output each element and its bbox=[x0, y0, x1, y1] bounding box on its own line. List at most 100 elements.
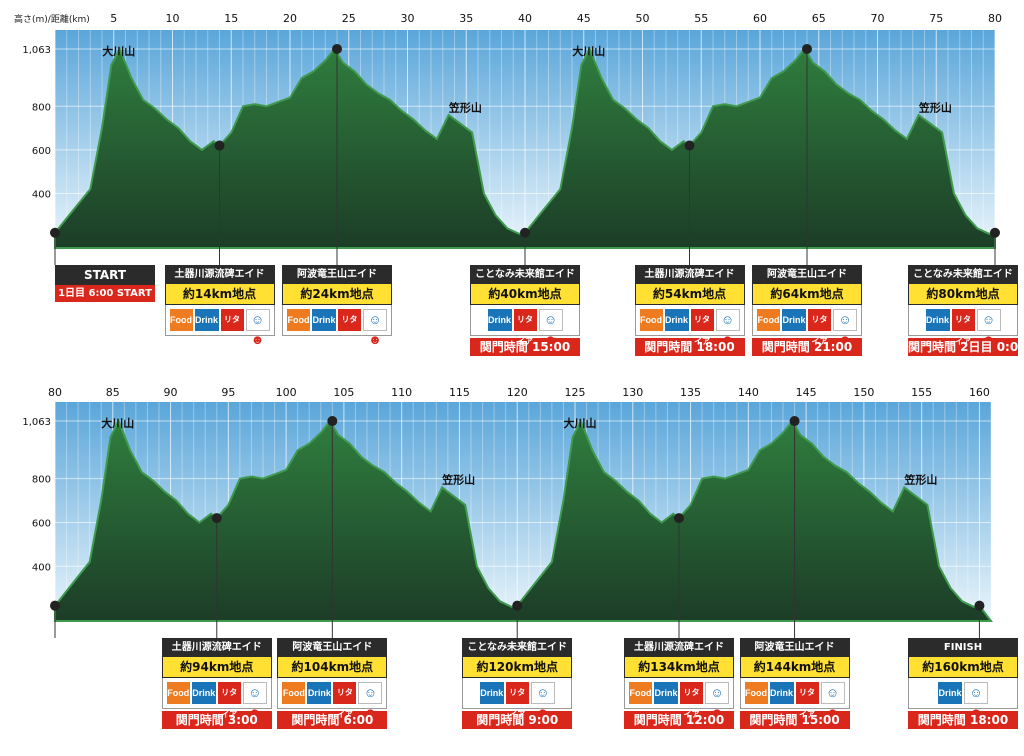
retire-icon: リタイア bbox=[680, 682, 703, 719]
drink-icon: Drink bbox=[487, 309, 512, 331]
y-tick-label: 400 bbox=[32, 562, 51, 573]
x-tick-label: 60 bbox=[753, 12, 767, 25]
food-icon: Food bbox=[629, 682, 652, 704]
peak-label: 大川山 bbox=[564, 416, 597, 430]
x-tick-label: 135 bbox=[680, 386, 701, 399]
food-icon: Food bbox=[757, 309, 780, 331]
aid-station-distance: 約120km地点 bbox=[462, 657, 573, 678]
food-icon: Food bbox=[744, 682, 768, 704]
aid-station-card: ことなみ未来館エイド約120km地点Drinkリタイア☺☻関門時間 9:00 bbox=[462, 638, 573, 729]
aid-station-card: ことなみ未来館エイド約80km地点Drinkリタイア☺☻関門時間 2日目 0:0… bbox=[908, 265, 1024, 356]
restroom-icon: ☺☻ bbox=[363, 309, 387, 347]
retire-icon: リタイア bbox=[951, 309, 975, 346]
aid-marker bbox=[512, 600, 523, 611]
x-tick-label: 130 bbox=[622, 386, 643, 399]
retire-icon: リタイア bbox=[808, 309, 831, 346]
x-tick-label: 120 bbox=[507, 386, 528, 399]
aid-marker bbox=[50, 227, 60, 238]
y-tick-label: 400 bbox=[32, 190, 51, 201]
aid-station-name: FINISH bbox=[908, 638, 1018, 657]
aid-station-name: 土器川源流碑エイド bbox=[164, 265, 275, 284]
aid-station-distance: 約14km地点 bbox=[164, 284, 275, 305]
restroom-icon: ☺☻ bbox=[242, 682, 267, 720]
restroom-icon: ☺☻ bbox=[964, 682, 988, 720]
drink-icon: Drink bbox=[769, 682, 794, 704]
x-tick-label: 90 bbox=[164, 386, 178, 399]
aid-station-distance: 約80km地点 bbox=[908, 284, 1018, 305]
aid-station-distance: 約144km地点 bbox=[739, 657, 850, 678]
x-tick-label: 140 bbox=[738, 386, 759, 399]
cutoff-time: 関門時間 15:00 bbox=[470, 338, 580, 356]
aid-station-name: 土器川源流碑エイド bbox=[161, 638, 272, 657]
retire-icon: リタイア bbox=[333, 682, 357, 719]
aid-station-name: 阿波竜王山エイド bbox=[277, 638, 388, 657]
aid-marker bbox=[789, 416, 800, 427]
restroom-icon: ☺☻ bbox=[530, 682, 555, 720]
aid-station-card: 阿波竜王山エイド 約24km地点 Food Drink リタイア ☺☻ bbox=[282, 265, 392, 347]
aid-station-distance: 約160km地点 bbox=[908, 657, 1018, 678]
aid-station-services: Drink☺☻ bbox=[908, 678, 1018, 720]
cutoff-time: 関門時間 12:00 bbox=[624, 711, 734, 729]
x-tick-label: 85 bbox=[106, 386, 120, 399]
y-tick-label: 800 bbox=[32, 102, 51, 113]
aid-marker bbox=[802, 43, 812, 54]
bottom-elevation-profile bbox=[54, 418, 994, 622]
drink-icon: Drink bbox=[194, 309, 219, 331]
drink-icon: Drink bbox=[312, 309, 336, 331]
aid-station-name: ことなみ未来館エイド bbox=[470, 265, 580, 284]
aid-station-name: 阿波竜王山エイド bbox=[752, 265, 862, 284]
aid-station-name: ことなみ未来館エイド bbox=[908, 265, 1018, 284]
x-tick-label: 45 bbox=[577, 12, 591, 25]
retire-icon: リタイア bbox=[505, 682, 529, 719]
aid-marker bbox=[332, 43, 342, 54]
restroom-icon: ☺☻ bbox=[358, 682, 383, 720]
x-tick-label: 110 bbox=[391, 386, 412, 399]
aid-station-name: 阿波竜王山エイド bbox=[739, 638, 850, 657]
x-tick-label: 145 bbox=[796, 386, 817, 399]
aid-station-distance: 約134km地点 bbox=[624, 657, 734, 678]
food-icon: Food bbox=[287, 309, 310, 331]
food-icon: Food bbox=[639, 309, 663, 331]
top-elevation-profile bbox=[54, 46, 996, 249]
aid-station-card: 土器川源流碑エイド約94km地点FoodDrinkリタイア☺☻関門時間 3:00 bbox=[161, 638, 272, 729]
food-icon: Food bbox=[282, 682, 306, 704]
aid-station-card: ことなみ未来館エイド約40km地点Drinkリタイア☺☻関門時間 15:00 bbox=[470, 265, 580, 356]
peak-label: 大川山 bbox=[572, 44, 605, 58]
restroom-icon: ☺☻ bbox=[820, 682, 845, 720]
aid-station-distance: 約40km地点 bbox=[470, 284, 580, 305]
y-tick-label: 600 bbox=[32, 518, 51, 529]
y-tick-label: 800 bbox=[32, 475, 51, 486]
restroom-icon: ☺☻ bbox=[715, 309, 740, 347]
restroom-icon: ☺☻ bbox=[245, 309, 270, 347]
cutoff-time: 関門時間 18:00 bbox=[634, 338, 745, 356]
aid-marker bbox=[990, 227, 1000, 238]
y-tick-label: 1,063 bbox=[22, 45, 51, 56]
drink-icon: Drink bbox=[664, 309, 689, 331]
aid-marker bbox=[520, 227, 530, 238]
aid-station-distance: 約54km地点 bbox=[634, 284, 745, 305]
aid-station-name: 土器川源流碑エイド bbox=[624, 638, 734, 657]
drink-icon: Drink bbox=[654, 682, 678, 704]
x-tick-label: 160 bbox=[969, 386, 990, 399]
x-tick-label: 25 bbox=[342, 12, 356, 25]
drink-icon: Drink bbox=[938, 682, 962, 704]
restroom-icon: ☺☻ bbox=[833, 309, 857, 347]
drink-icon: Drink bbox=[782, 309, 806, 331]
cutoff-time: 関門時間 9:00 bbox=[462, 711, 573, 729]
cutoff-time: 関門時間 15:00 bbox=[739, 711, 850, 729]
aid-station-distance: 約24km地点 bbox=[282, 284, 392, 305]
x-tick-label: 30 bbox=[401, 12, 415, 25]
start-box: START 1日目 6:00 START bbox=[55, 265, 155, 302]
